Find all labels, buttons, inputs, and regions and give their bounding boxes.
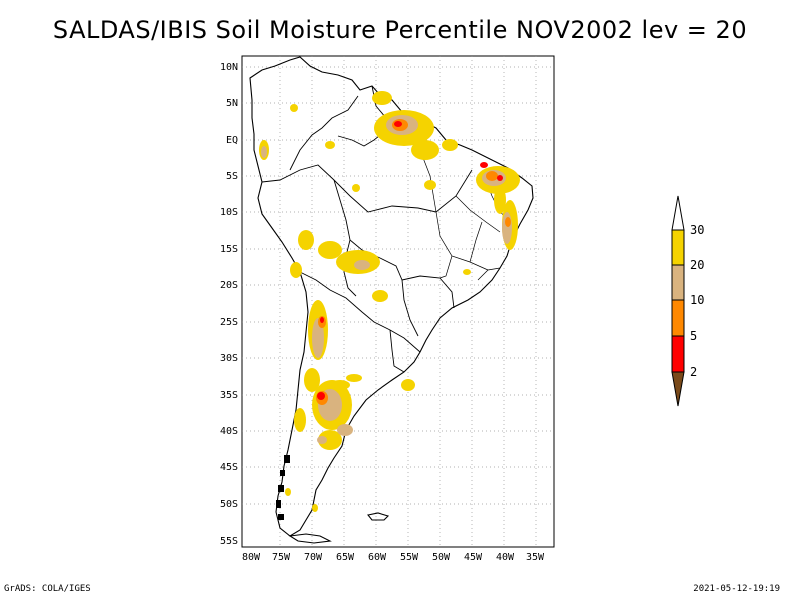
lat-label: 10S (220, 207, 238, 218)
footer-credit: GrADS: COLA/IGES (4, 584, 91, 594)
lat-label: 30S (220, 353, 238, 364)
lat-label: 35S (220, 390, 238, 401)
lat-label: 5N (226, 98, 238, 109)
falklands-outline (367, 512, 390, 521)
lat-label: 25S (220, 317, 238, 328)
longitude-labels: 80W 75W 70W 65W 60W 55W 50W 45W 40W 35W (242, 552, 545, 563)
lon-label: 65W (336, 552, 355, 563)
lat-label: 55S (220, 536, 238, 547)
legend-label: 2 (690, 365, 697, 379)
lat-label: 50S (220, 499, 238, 510)
legend-swatch-20 (671, 264, 685, 301)
legend-swatch-5 (671, 335, 685, 373)
latitude-labels: 10N 5N EQ 5S 10S 15S 20S 25S 30S 35S 40S… (220, 62, 238, 547)
legend-label: 10 (690, 293, 704, 307)
legend-top-triangle (671, 195, 685, 231)
color-legend: 30 20 10 5 2 (671, 195, 704, 407)
lon-label: 40W (496, 552, 515, 563)
grid-lines (242, 56, 554, 547)
lon-label: 55W (400, 552, 419, 563)
lat-label: 45S (220, 462, 238, 473)
lat-label: 5S (226, 171, 238, 182)
lat-label: 10N (220, 62, 238, 73)
map-title: SALDAS/IBIS Soil Moisture Percentile NOV… (52, 16, 748, 44)
tierra-del-fuego-outline (288, 533, 332, 544)
legend-swatch-10 (671, 299, 685, 337)
lon-label: 45W (464, 552, 483, 563)
legend-label: 5 (690, 329, 697, 343)
legend-label: 20 (690, 258, 704, 272)
footer-timestamp: 2021-05-12-19:19 (693, 584, 780, 594)
map-frame (241, 55, 555, 548)
moisture-patches-5 (317, 121, 503, 400)
legend-label: 30 (690, 223, 704, 237)
lat-label: EQ (226, 135, 238, 146)
lon-label: 80W (242, 552, 261, 563)
lon-label: 50W (432, 552, 451, 563)
country-borders (261, 85, 473, 373)
lat-label: 15S (220, 244, 238, 255)
legend-bottom-triangle (671, 371, 685, 407)
lon-label: 75W (272, 552, 291, 563)
lat-label: 40S (220, 426, 238, 437)
lon-label: 70W (304, 552, 323, 563)
chile-islands (276, 455, 290, 520)
lon-label: 60W (368, 552, 387, 563)
legend-swatch-30 (671, 229, 685, 266)
lon-label: 35W (526, 552, 545, 563)
lat-label: 20S (220, 280, 238, 291)
